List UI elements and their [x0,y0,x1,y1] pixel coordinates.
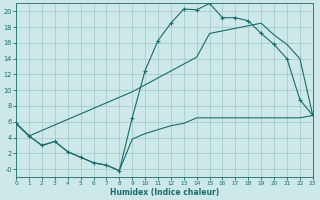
X-axis label: Humidex (Indice chaleur): Humidex (Indice chaleur) [110,188,219,197]
